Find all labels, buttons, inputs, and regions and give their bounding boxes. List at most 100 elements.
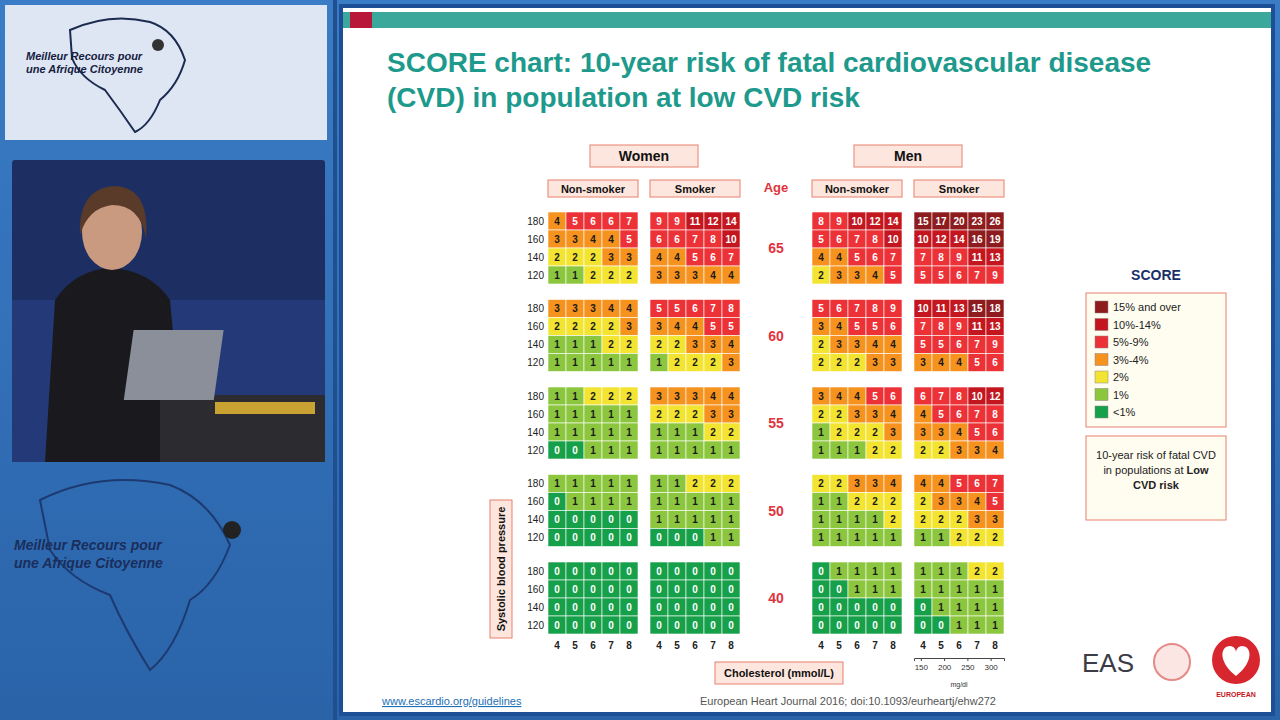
cell-value: 2 xyxy=(818,339,824,350)
risk-cell xyxy=(848,230,866,248)
cell-value: 4 xyxy=(974,496,980,507)
risk-cell xyxy=(602,598,620,616)
cell-value: 6 xyxy=(956,270,962,281)
slide-top-band xyxy=(343,12,1271,28)
risk-cell xyxy=(668,511,686,529)
cell-value: 1 xyxy=(818,532,824,543)
panel-cells xyxy=(548,212,638,634)
risk-cell xyxy=(914,354,932,372)
cell-value: 3 xyxy=(626,252,632,263)
risk-cell xyxy=(722,493,740,511)
risk-cell xyxy=(650,511,668,529)
risk-cell xyxy=(950,616,968,634)
risk-cell xyxy=(584,441,602,459)
cell-value: 1 xyxy=(710,532,716,543)
risk-cell xyxy=(932,562,950,580)
cell-value: 3 xyxy=(974,445,980,456)
risk-cell xyxy=(668,212,686,230)
risk-cell xyxy=(950,230,968,248)
cell-value: 0 xyxy=(818,566,824,577)
cell-value: 3 xyxy=(854,270,860,281)
cell-value: 5 xyxy=(872,391,878,402)
risk-cell xyxy=(884,300,902,318)
cell-value: 0 xyxy=(572,620,578,631)
x-title-box xyxy=(715,662,843,684)
cell-value: 0 xyxy=(818,620,824,631)
risk-cell xyxy=(932,387,950,405)
risk-cell xyxy=(548,529,566,547)
risk-cell xyxy=(668,529,686,547)
risk-cell xyxy=(722,562,740,580)
cell-value: 5 xyxy=(920,270,926,281)
risk-cell xyxy=(986,616,1004,634)
risk-cell xyxy=(830,616,848,634)
risk-cell xyxy=(866,230,884,248)
cell-value: 3 xyxy=(818,391,824,402)
tick-label: 250 xyxy=(961,663,975,672)
cell-value: 1 xyxy=(608,409,614,420)
cell-value: 1 xyxy=(656,427,662,438)
cell-value: 0 xyxy=(554,496,560,507)
cell-value: 2 xyxy=(608,270,614,281)
cell-value: 1 xyxy=(608,496,614,507)
cell-value: 3 xyxy=(836,339,842,350)
risk-cell xyxy=(686,441,704,459)
sbp-tick-label: 180 xyxy=(527,216,544,227)
cell-value: 3 xyxy=(956,496,962,507)
logo-box xyxy=(5,5,327,140)
risk-cell xyxy=(848,441,866,459)
risk-cell xyxy=(584,529,602,547)
risk-cell xyxy=(548,266,566,284)
risk-cell xyxy=(602,318,620,336)
cell-value: 7 xyxy=(920,252,926,263)
cell-value: 19 xyxy=(989,234,1001,245)
risk-cell xyxy=(548,354,566,372)
risk-cell xyxy=(668,475,686,493)
panel-header-box xyxy=(650,180,740,197)
risk-cell xyxy=(704,423,722,441)
mgdl-axis: 150200250300 xyxy=(915,658,1005,672)
tick-mark xyxy=(921,658,922,661)
cell-value: 3 xyxy=(956,445,962,456)
cell-value: 4 xyxy=(608,234,614,245)
cell-value: 3 xyxy=(692,391,698,402)
cell-value: 1 xyxy=(710,445,716,456)
risk-cell xyxy=(548,423,566,441)
cell-value: 26 xyxy=(989,216,1001,227)
cell-value: 0 xyxy=(674,602,680,613)
cell-value: 0 xyxy=(692,602,698,613)
risk-cell xyxy=(548,511,566,529)
risk-cell xyxy=(566,441,584,459)
title: SCORE chart: 10-year risk of fatal cardi… xyxy=(387,47,1151,113)
cell-value: 2 xyxy=(590,270,596,281)
cell-value: 2 xyxy=(854,357,860,368)
cell-value: 2 xyxy=(920,445,926,456)
risk-cell xyxy=(584,336,602,354)
cell-value: 2 xyxy=(872,445,878,456)
age-label: 65 xyxy=(768,240,784,256)
risk-cell xyxy=(914,212,932,230)
cell-value: 1 xyxy=(920,584,926,595)
risk-cell xyxy=(686,423,704,441)
risk-cell xyxy=(986,441,1004,459)
risk-cell xyxy=(830,562,848,580)
cell-value: 1 xyxy=(992,602,998,613)
cell-value: 14 xyxy=(953,234,965,245)
africa-outline-2 xyxy=(40,480,230,670)
tick-mark xyxy=(944,658,945,661)
risk-cell xyxy=(602,336,620,354)
cell-value: 8 xyxy=(992,409,998,420)
cell-value: 1 xyxy=(956,584,962,595)
risk-cell xyxy=(866,266,884,284)
cell-value: 5 xyxy=(656,303,662,314)
cell-value: 2 xyxy=(956,514,962,525)
risk-cell xyxy=(932,493,950,511)
risk-cell xyxy=(812,212,830,230)
cell-value: 0 xyxy=(572,445,578,456)
cell-value: 5 xyxy=(818,234,824,245)
risk-cell xyxy=(914,475,932,493)
risk-cell xyxy=(866,598,884,616)
cell-value: 1 xyxy=(872,584,878,595)
cell-value: 2 xyxy=(890,514,896,525)
cell-value: 0 xyxy=(590,532,596,543)
